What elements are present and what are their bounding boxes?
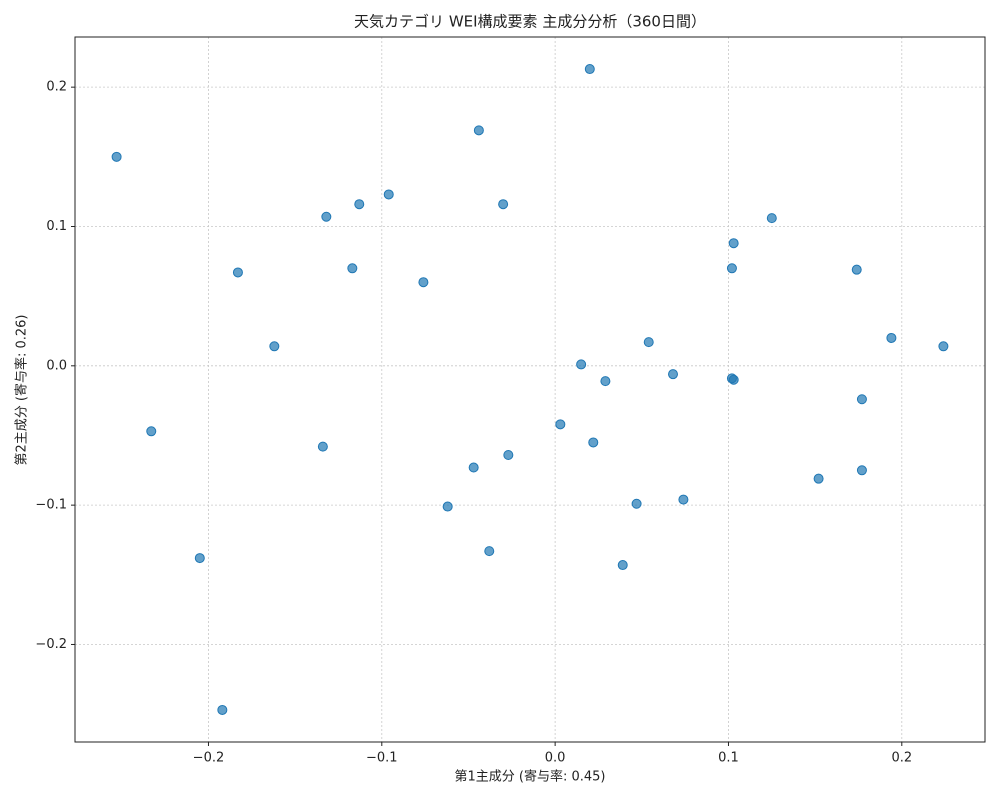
point xyxy=(111,151,122,162)
point xyxy=(584,64,595,75)
point xyxy=(468,462,479,473)
point xyxy=(194,553,205,564)
point xyxy=(856,465,867,476)
point xyxy=(726,263,737,274)
point xyxy=(418,277,429,288)
x-tick-label: 0.1 xyxy=(718,751,739,766)
y-tick-label: 0.0 xyxy=(46,358,67,373)
x-axis-label: 第1主成分 (寄与率: 0.45) xyxy=(454,769,605,785)
point xyxy=(938,341,949,352)
point xyxy=(886,332,897,343)
y-tick-label: −0.1 xyxy=(35,498,67,513)
point xyxy=(728,374,739,385)
point xyxy=(600,376,611,387)
plot-frame xyxy=(74,36,986,743)
point xyxy=(498,199,509,210)
point xyxy=(347,263,358,274)
point xyxy=(631,498,642,509)
x-tick-label: −0.1 xyxy=(366,751,398,766)
point xyxy=(851,264,862,275)
chart-title: 天気カテゴリ WEI構成要素 主成分分析（360日間） xyxy=(354,13,706,31)
point xyxy=(146,426,157,437)
point xyxy=(728,238,739,249)
point xyxy=(269,341,280,352)
point xyxy=(576,359,587,370)
point xyxy=(856,394,867,405)
x-tick-label: 0.0 xyxy=(545,751,566,766)
point xyxy=(484,546,495,557)
point xyxy=(813,473,824,484)
point xyxy=(317,441,328,452)
point xyxy=(643,337,654,348)
point xyxy=(473,125,484,136)
point xyxy=(766,213,777,224)
point xyxy=(383,189,394,200)
point xyxy=(217,704,228,715)
y-axis-label: 第2主成分 (寄与率: 0.26) xyxy=(14,314,30,465)
point xyxy=(232,267,243,278)
point xyxy=(555,419,566,430)
point xyxy=(503,449,514,460)
point xyxy=(588,437,599,448)
point xyxy=(321,211,332,222)
point xyxy=(354,199,365,210)
point xyxy=(617,560,628,571)
point xyxy=(678,494,689,505)
y-tick-label: −0.2 xyxy=(35,637,67,652)
x-tick-label: −0.2 xyxy=(193,751,225,766)
y-tick-label: 0.2 xyxy=(46,80,67,95)
y-tick-label: 0.1 xyxy=(46,219,67,234)
point xyxy=(668,369,678,380)
point xyxy=(442,501,453,512)
x-tick-label: 0.2 xyxy=(891,751,912,766)
